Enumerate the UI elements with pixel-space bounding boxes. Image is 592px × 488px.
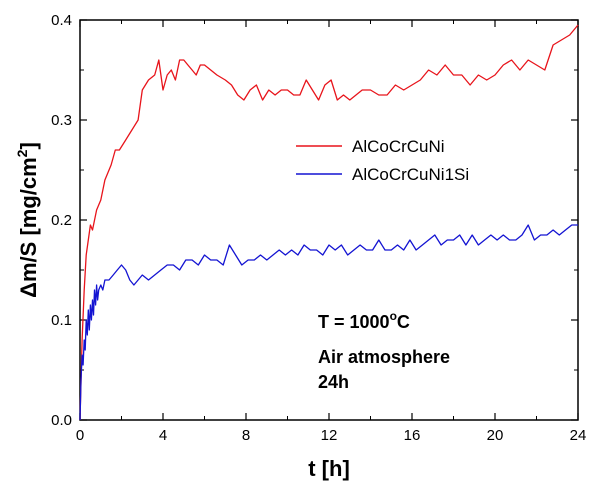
x-tick-label: 8 bbox=[242, 427, 250, 444]
y-tick-label: 0.4 bbox=[51, 12, 72, 29]
series-lines bbox=[79, 24, 579, 421]
x-tick-label: 20 bbox=[487, 427, 504, 444]
x-tick-label: 12 bbox=[321, 427, 338, 444]
y-tick-label: 0.2 bbox=[51, 212, 72, 229]
y-tick-label: 0.0 bbox=[51, 412, 72, 429]
axis-ticks: 0 4 8 12 16 20 24 0.0 0.1 0.2 0.3 0.4 bbox=[51, 12, 586, 444]
y-tick-label: 0.3 bbox=[51, 112, 72, 129]
x-tick-label: 24 bbox=[570, 427, 587, 444]
x-tick-label: 4 bbox=[159, 427, 167, 444]
legend: AlCoCrCuNi AlCoCrCuNi1Si bbox=[296, 137, 469, 184]
legend-label-alcocrcuni: AlCoCrCuNi bbox=[352, 137, 445, 156]
y-axis-title: Δm/S [mg/cm2] bbox=[14, 142, 41, 298]
x-tick-label: 16 bbox=[404, 427, 421, 444]
annotation-temperature-suffix: C bbox=[397, 312, 410, 332]
y-axis-title-sup: 2 bbox=[14, 149, 30, 157]
y-axis-title-main: Δm/S [mg/cm bbox=[16, 157, 41, 298]
series-line-alcocrcuni bbox=[79, 24, 579, 421]
y-axis-title-end: ] bbox=[16, 142, 41, 149]
legend-label-alcocrcuni1si: AlCoCrCuNi1Si bbox=[352, 165, 469, 184]
annotation-temperature-prefix: T = 1000 bbox=[318, 312, 390, 332]
annotation-temperature-sup: o bbox=[390, 309, 397, 323]
y-tick-label: 0.1 bbox=[51, 312, 72, 329]
annotation-temperature: T = 1000oC bbox=[318, 309, 410, 332]
x-tick-label: 0 bbox=[76, 427, 84, 444]
series-line-alcocrcuni1si bbox=[79, 224, 578, 421]
annotation-atmosphere: Air atmosphere bbox=[318, 347, 450, 367]
x-axis-title: t [h] bbox=[308, 456, 350, 481]
annotation-duration: 24h bbox=[318, 372, 349, 392]
